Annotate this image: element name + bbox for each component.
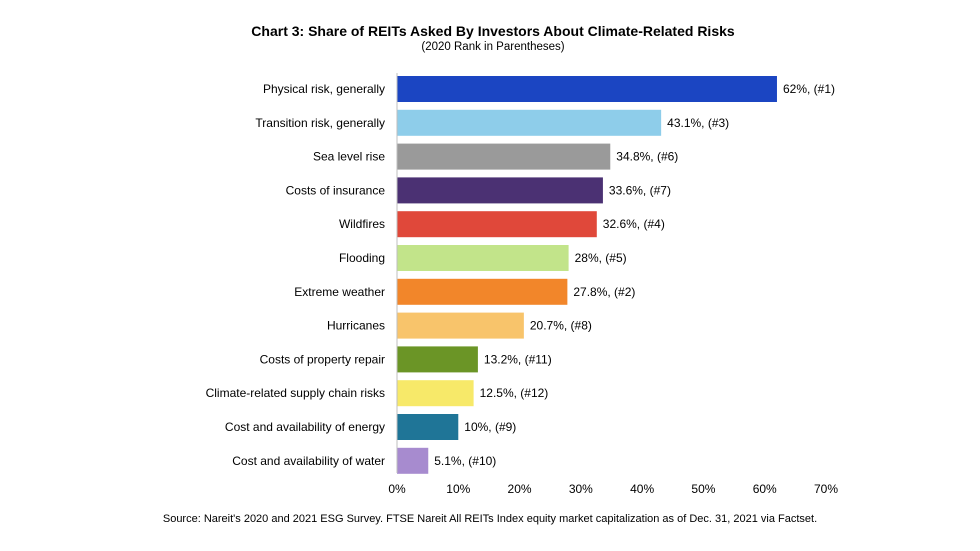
x-tick-label: 50% <box>691 482 715 496</box>
bar <box>397 211 597 238</box>
x-tick-label: 10% <box>446 482 470 496</box>
category-label: Cost and availability of water <box>232 454 385 468</box>
category-label: Costs of insurance <box>286 183 386 197</box>
data-label: 28%, (#5) <box>575 251 627 265</box>
bar <box>397 346 478 373</box>
x-tick-label: 0% <box>388 482 406 496</box>
data-label: 34.8%, (#6) <box>616 150 678 164</box>
category-label: Sea level rise <box>313 150 385 164</box>
bar <box>397 312 524 339</box>
x-tick-label: 40% <box>630 482 654 496</box>
category-label: Extreme weather <box>294 285 385 299</box>
data-label: 5.1%, (#10) <box>434 454 496 468</box>
bar <box>397 414 459 440</box>
category-label: Climate-related supply chain risks <box>206 386 385 400</box>
category-label: Wildfires <box>339 217 385 231</box>
bar <box>397 109 662 136</box>
x-tick-label: 70% <box>814 482 838 496</box>
data-label: 32.6%, (#4) <box>603 217 665 231</box>
category-label: Hurricanes <box>327 319 385 333</box>
category-label: Transition risk, generally <box>255 116 385 130</box>
x-tick-label: 60% <box>753 482 777 496</box>
data-label: 20.7%, (#8) <box>530 319 592 333</box>
source-note: Source: Nareit's 2020 and 2021 ESG Surve… <box>162 513 818 525</box>
data-label: 62%, (#1) <box>783 82 835 96</box>
x-tick-label: 30% <box>569 482 593 496</box>
data-label: 43.1%, (#3) <box>667 116 729 130</box>
x-tick-label: 20% <box>508 482 532 496</box>
category-label: Physical risk, generally <box>263 82 385 96</box>
chart-subtitle: (2020 Rank in Parentheses) <box>421 41 565 53</box>
category-label: Cost and availability of energy <box>225 420 385 434</box>
bar <box>397 278 568 305</box>
chart-title: Chart 3: Share of REITs Asked By Investo… <box>251 23 735 39</box>
bar <box>397 143 611 170</box>
bar <box>397 245 569 271</box>
data-label: 33.6%, (#7) <box>609 183 671 197</box>
bar <box>397 447 429 474</box>
bar <box>397 76 777 102</box>
category-label: Flooding <box>339 251 385 265</box>
data-label: 12.5%, (#12) <box>480 386 549 400</box>
data-label: 27.8%, (#2) <box>573 285 635 299</box>
bar <box>397 380 474 407</box>
category-label: Costs of property repair <box>260 352 385 366</box>
data-label: 10%, (#9) <box>464 420 516 434</box>
data-label: 13.2%, (#11) <box>484 352 552 366</box>
bar <box>397 177 603 204</box>
